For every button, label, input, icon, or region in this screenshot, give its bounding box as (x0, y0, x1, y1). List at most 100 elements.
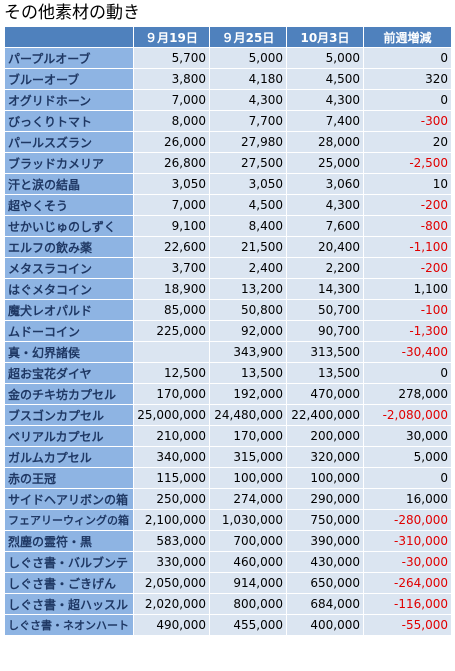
price-cell: -100 (363, 299, 452, 321)
item-name: ブラッドカメリア (4, 152, 134, 174)
item-name: サイドヘアリボンの箱 (4, 488, 134, 510)
price-cell: 24,480,000 (209, 404, 287, 426)
price-cell: 914,000 (209, 572, 287, 594)
price-cell: 460,000 (209, 551, 287, 573)
table-row: しぐさ書・バルブンテ 330,000 460,000 430,000 -30,000 (4, 551, 452, 573)
price-cell: 192,000 (209, 383, 287, 405)
item-name: オグリドホーン (4, 89, 134, 111)
price-cell: 92,000 (209, 320, 287, 342)
price-cell: 320,000 (286, 446, 364, 468)
item-name: ベリアルカプセル (4, 425, 134, 447)
price-cell: 1,030,000 (209, 509, 287, 531)
table-row: サイドヘアリボンの箱 250,000 274,000 290,000 16,000 (4, 488, 452, 510)
table-row: ムドーコイン 225,000 92,000 90,700 -1,300 (4, 320, 452, 342)
table-row: パープルオーブ 5,700 5,000 5,000 0 (4, 47, 452, 69)
item-name: しぐさ書・超ハッスル (4, 593, 134, 615)
price-cell: 1,100 (363, 278, 452, 300)
item-name: 汗と涙の結晶 (4, 173, 134, 195)
price-cell: 3,800 (133, 68, 210, 90)
item-name: せかいじゅのしずく (4, 215, 134, 237)
price-cell: 490,000 (133, 614, 210, 636)
price-cell: 21,500 (209, 236, 287, 258)
table-row: はぐメタコイン 18,900 13,200 14,300 1,100 (4, 278, 452, 300)
price-cell: 684,000 (286, 593, 364, 615)
price-cell: 4,500 (209, 194, 287, 216)
price-cell: 90,700 (286, 320, 364, 342)
column-header (4, 26, 134, 48)
table-row: ベリアルカプセル 210,000 170,000 200,000 30,000 (4, 425, 452, 447)
table-row: 超やくそう 7,000 4,500 4,300 -200 (4, 194, 452, 216)
table-row: 烈塵の霊符・黒 583,000 700,000 390,000 -310,000 (4, 530, 452, 552)
price-cell: 50,800 (209, 299, 287, 321)
price-cell: 20,400 (286, 236, 364, 258)
price-cell: 0 (363, 362, 452, 384)
price-cell: 7,400 (286, 110, 364, 132)
price-cell: 3,050 (209, 173, 287, 195)
table-row: せかいじゅのしずく 9,100 8,400 7,600 -800 (4, 215, 452, 237)
column-header: 10月3日 (286, 26, 364, 48)
price-cell: 583,000 (133, 530, 210, 552)
price-cell: 2,400 (209, 257, 287, 279)
price-cell: 18,900 (133, 278, 210, 300)
price-cell: -280,000 (363, 509, 452, 531)
price-cell: 225,000 (133, 320, 210, 342)
price-cell: 5,000 (209, 47, 287, 69)
price-cell: -264,000 (363, 572, 452, 594)
header-row: ９月19日 ９月25日 10月3日 前週増減 (4, 26, 452, 48)
price-cell: 800,000 (209, 593, 287, 615)
table-row: 赤の王冠 115,000 100,000 100,000 0 (4, 467, 452, 489)
table-row: ブスゴンカプセル 25,000,000 24,480,000 22,400,000 -2… (4, 404, 452, 426)
item-name: 烈塵の霊符・黒 (4, 530, 134, 552)
price-cell: 170,000 (209, 425, 287, 447)
price-cell: 14,300 (286, 278, 364, 300)
price-cell: 4,300 (286, 89, 364, 111)
price-cell: 50,700 (286, 299, 364, 321)
table-row: パールスズラン 26,000 27,980 28,000 20 (4, 131, 452, 153)
item-name: ガルムカプセル (4, 446, 134, 468)
table-row: ガルムカプセル 340,000 315,000 320,000 5,000 (4, 446, 452, 468)
price-cell: -30,000 (363, 551, 452, 573)
price-cell: 290,000 (286, 488, 364, 510)
price-cell: 5,000 (286, 47, 364, 69)
price-table: ９月19日 ９月25日 10月3日 前週増減 パープルオーブ 5,700 5,000 5,0… (4, 26, 452, 636)
item-name: 超お宝花ダイヤ (4, 362, 134, 384)
price-cell: 26,800 (133, 152, 210, 174)
price-cell: 0 (363, 89, 452, 111)
price-cell: 340,000 (133, 446, 210, 468)
table-row: びっくりトマト 8,000 7,700 7,400 -300 (4, 110, 452, 132)
price-cell: -1,100 (363, 236, 452, 258)
price-cell: 8,000 (133, 110, 210, 132)
price-cell: 7,000 (133, 89, 210, 111)
price-cell: 200,000 (286, 425, 364, 447)
price-cell: -116,000 (363, 593, 452, 615)
column-header: ９月25日 (209, 26, 287, 48)
item-name: フェアリーウィングの箱 (4, 509, 134, 531)
table-row: 真・幻界諸侯 343,900 313,500 -30,400 (4, 341, 452, 363)
item-name: 真・幻界諸侯 (4, 341, 134, 363)
price-cell: 12,500 (133, 362, 210, 384)
price-cell: 400,000 (286, 614, 364, 636)
price-cell: 313,500 (286, 341, 364, 363)
price-cell: 16,000 (363, 488, 452, 510)
price-cell: 3,060 (286, 173, 364, 195)
price-cell: 3,700 (133, 257, 210, 279)
price-cell: -200 (363, 257, 452, 279)
table-row: ブルーオーブ 3,800 4,180 4,500 320 (4, 68, 452, 90)
price-cell: 455,000 (209, 614, 287, 636)
price-cell: 10 (363, 173, 452, 195)
price-cell: 0 (363, 467, 452, 489)
price-cell: 750,000 (286, 509, 364, 531)
price-cell: 170,000 (133, 383, 210, 405)
price-cell: 13,500 (209, 362, 287, 384)
price-cell (133, 341, 210, 363)
price-cell: 8,400 (209, 215, 287, 237)
item-name: 超やくそう (4, 194, 134, 216)
price-cell: 2,020,000 (133, 593, 210, 615)
table-row: しぐさ書・ごきげん 2,050,000 914,000 650,000 -264,000 (4, 572, 452, 594)
price-cell: 28,000 (286, 131, 364, 153)
item-name: ムドーコイン (4, 320, 134, 342)
price-cell: 7,700 (209, 110, 287, 132)
price-cell: 22,600 (133, 236, 210, 258)
price-cell: 274,000 (209, 488, 287, 510)
